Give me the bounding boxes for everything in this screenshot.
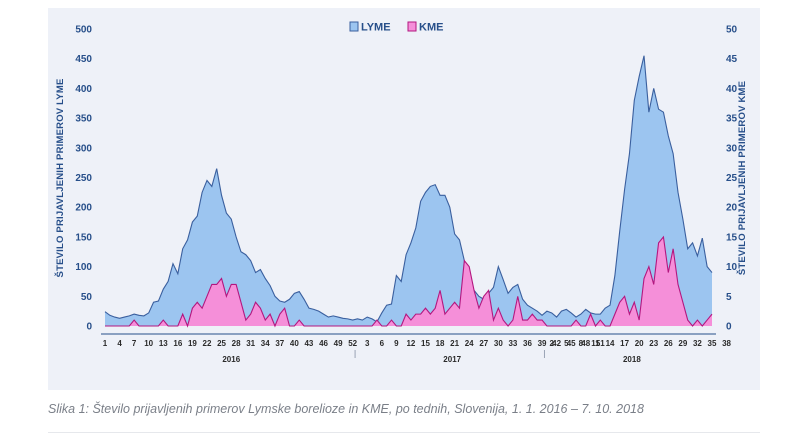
- x-tick-label: 30: [494, 339, 503, 348]
- y-axis-right-ticks: 0 5 10 15 20 25 30 35 40 45 50: [726, 25, 738, 333]
- legend-item-kme: KME: [407, 21, 443, 34]
- x-tick-label: 38: [722, 339, 731, 348]
- x-tick-label: 6: [380, 339, 385, 348]
- y-left-tick-label: 300: [75, 143, 92, 154]
- figure-caption: Slika 1: Število prijavljenih primerov L…: [48, 402, 644, 416]
- y-left-tick-label: 450: [75, 54, 92, 65]
- x-tick-label: 19: [188, 339, 197, 348]
- y-axis-left-label: ŠTEVILO PRIJAVLJENIH PRIMEROV LYME: [54, 79, 66, 278]
- x-tick-label: 18: [436, 339, 445, 348]
- y-left-tick-label: 200: [75, 203, 92, 214]
- divider: [48, 432, 760, 433]
- x-tick-label: 34: [261, 339, 270, 348]
- x-tick-label: 49: [334, 339, 343, 348]
- x-tick-label: 42: [552, 339, 561, 348]
- x-tick-label: 35: [708, 339, 717, 348]
- legend: LYME KME: [349, 21, 443, 34]
- x-tick-label: 29: [678, 339, 687, 348]
- series-lyme-line: [104, 55, 713, 323]
- y-right-tick-label: 15: [726, 232, 738, 243]
- legend-label: KME: [419, 22, 443, 34]
- y-right-tick-label: 50: [726, 25, 738, 36]
- x-tick-label: 36: [523, 339, 532, 348]
- x-tick-label: 40: [290, 339, 299, 348]
- chart-areas: [104, 55, 713, 328]
- year-label: 2017: [443, 355, 461, 364]
- y-axis-right-label: ŠTEVILO PRIJAVLJENIH PRIMEROV KME: [736, 81, 748, 275]
- y-right-tick-label: 30: [726, 143, 738, 154]
- x-tick-label: 24: [465, 339, 474, 348]
- x-tick-label: 46: [319, 339, 328, 348]
- y-left-tick-label: 100: [75, 262, 92, 273]
- x-tick-label: 25: [217, 339, 226, 348]
- x-tick-label: 2: [550, 339, 555, 348]
- legend-swatch: [349, 21, 359, 32]
- x-tick-label: 1: [103, 339, 108, 348]
- x-tick-label: 21: [450, 339, 459, 348]
- x-tick-label: 48: [581, 339, 590, 348]
- y-right-tick-label: 45: [726, 54, 738, 65]
- legend-swatch: [407, 21, 417, 32]
- x-tick-label: 10: [144, 339, 153, 348]
- y-left-tick-label: 400: [75, 84, 92, 95]
- x-tick-label: 5: [564, 339, 569, 348]
- x-tick-label: 27: [479, 339, 488, 348]
- y-left-tick-label: 250: [75, 173, 92, 184]
- x-tick-label: 43: [304, 339, 313, 348]
- series-lyme-area: [105, 55, 712, 326]
- y-right-tick-label: 35: [726, 114, 738, 125]
- x-tick-label: 13: [159, 339, 168, 348]
- x-tick-label: 39: [538, 339, 547, 348]
- x-tick-label: 11: [591, 339, 600, 348]
- x-tick-label: 9: [394, 339, 399, 348]
- x-tick-label: 33: [508, 339, 517, 348]
- y-left-tick-label: 0: [86, 322, 92, 333]
- x-tick-label: 22: [203, 339, 212, 348]
- x-tick-label: 23: [649, 339, 658, 348]
- x-tick-label: 7: [132, 339, 137, 348]
- y-right-tick-label: 25: [726, 173, 738, 184]
- x-tick-label: 32: [693, 339, 702, 348]
- x-tick-label: 16: [173, 339, 182, 348]
- x-tick-label: 31: [246, 339, 255, 348]
- y-axis-left-ticks: 0 50 100 150 200 250 300 350 400 450 500: [75, 25, 92, 333]
- x-tick-label: 8: [579, 339, 584, 348]
- y-right-tick-label: 20: [726, 203, 738, 214]
- y-left-tick-label: 500: [75, 25, 92, 36]
- x-tick-label: 15: [421, 339, 430, 348]
- x-tick-label: 45: [567, 339, 576, 348]
- y-left-tick-label: 50: [81, 292, 93, 303]
- y-left-tick-label: 350: [75, 114, 92, 125]
- chart-panel: 0 50 100 150 200 250 300 350 400 450 500 0 5 10 15 20 2…: [48, 8, 760, 390]
- x-tick-label: 52: [348, 339, 357, 348]
- legend-label: LYME: [361, 22, 391, 34]
- x-axis-ticks: 1 4 7 10 13 16 19 22 25 28 31 34 37 40 43 46 49 52 3 6 9 12 15…: [103, 339, 732, 348]
- legend-item-lyme: LYME: [349, 21, 391, 34]
- series-kme-line: [105, 235, 713, 328]
- y-right-tick-label: 10: [726, 262, 738, 273]
- x-tick-label: 17: [620, 339, 629, 348]
- x-tick-label: 28: [232, 339, 241, 348]
- x-tick-label: 26: [664, 339, 673, 348]
- x-tick-label: 4: [117, 339, 122, 348]
- x-tick-label: 12: [406, 339, 415, 348]
- x-tick-label: 14: [606, 339, 615, 348]
- x-tick-label: 20: [635, 339, 644, 348]
- y-right-tick-label: 0: [726, 322, 732, 333]
- x-tick-label: 3: [365, 339, 370, 348]
- x-tick-label: 37: [275, 339, 284, 348]
- x-tick-label: 51: [596, 339, 605, 348]
- y-right-tick-label: 5: [726, 292, 732, 303]
- y-right-tick-label: 40: [726, 84, 738, 95]
- y-left-tick-label: 150: [75, 232, 92, 243]
- year-labels: 2016 2017 2018: [222, 350, 641, 364]
- year-label: 2018: [623, 355, 641, 364]
- year-label: 2016: [222, 355, 240, 364]
